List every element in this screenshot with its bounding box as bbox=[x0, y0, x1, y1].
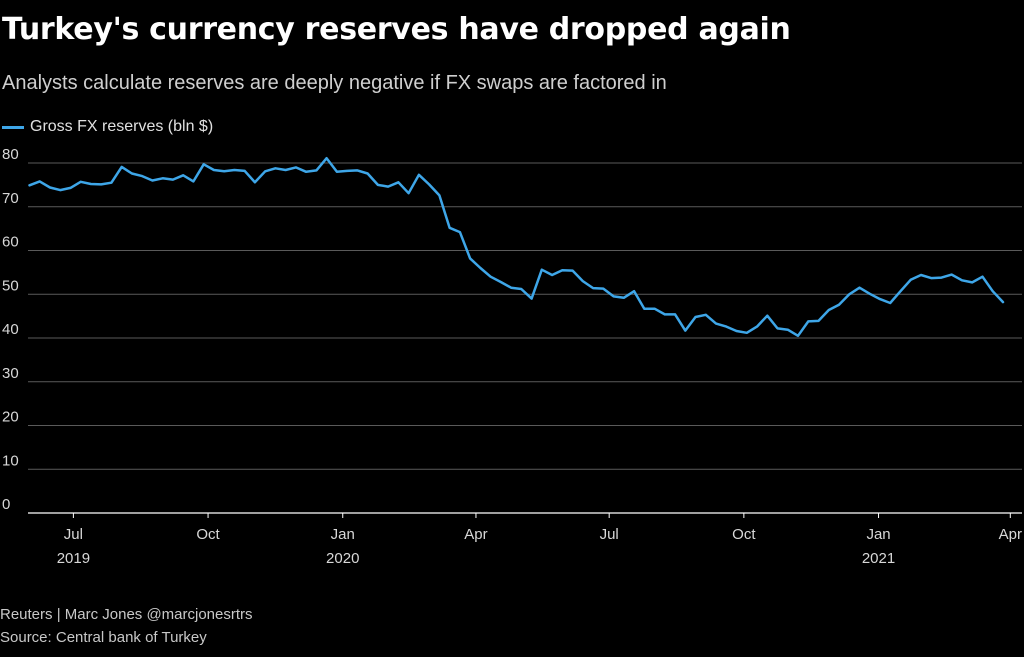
x-tick-label: Jul bbox=[64, 526, 83, 543]
x-tick-year-label: 2021 bbox=[862, 550, 895, 567]
x-tick-label: Jul bbox=[600, 526, 619, 543]
y-tick-label: 50 bbox=[2, 277, 19, 294]
x-tick-label: Apr bbox=[999, 526, 1022, 543]
y-tick-label: 70 bbox=[2, 190, 19, 207]
x-tick-label: Apr bbox=[464, 526, 487, 543]
x-tick-year-label: 2020 bbox=[326, 550, 359, 567]
line-chart: 0 10 20 30 40 50 60 70 80 Jul 2019 Oct Jan 2020 Apr Jul… bbox=[2, 146, 1022, 567]
y-tick-label: 80 bbox=[2, 146, 19, 163]
legend-line-swatch bbox=[2, 125, 24, 129]
y-tick-label: 60 bbox=[2, 234, 19, 251]
x-tick-label: Oct bbox=[196, 526, 220, 543]
y-tick-label: 20 bbox=[2, 409, 19, 426]
x-tick-year-label: 2019 bbox=[57, 550, 90, 567]
legend-label: Gross FX reserves (bln $) bbox=[30, 118, 214, 135]
y-tick-label: 0 bbox=[2, 496, 10, 513]
chart-subtitle: Analysts calculate reserves are deeply n… bbox=[2, 72, 667, 94]
footer-credit: Reuters | Marc Jones @marcjonesrtrs bbox=[0, 606, 253, 623]
legend: Gross FX reserves (bln $) bbox=[2, 118, 213, 136]
y-tick-label: 40 bbox=[2, 321, 19, 338]
x-tick-label: Jan bbox=[866, 526, 890, 543]
footer-source: Source: Central bank of Turkey bbox=[0, 629, 207, 646]
y-tick-label: 30 bbox=[2, 365, 19, 382]
x-tick-label: Jan bbox=[331, 526, 355, 543]
y-tick-label: 10 bbox=[2, 452, 19, 469]
series-line-gross-fx-reserves bbox=[28, 156, 1005, 338]
chart-title: Turkey's currency reserves have dropped … bbox=[2, 12, 791, 47]
x-tick-label: Oct bbox=[732, 526, 756, 543]
